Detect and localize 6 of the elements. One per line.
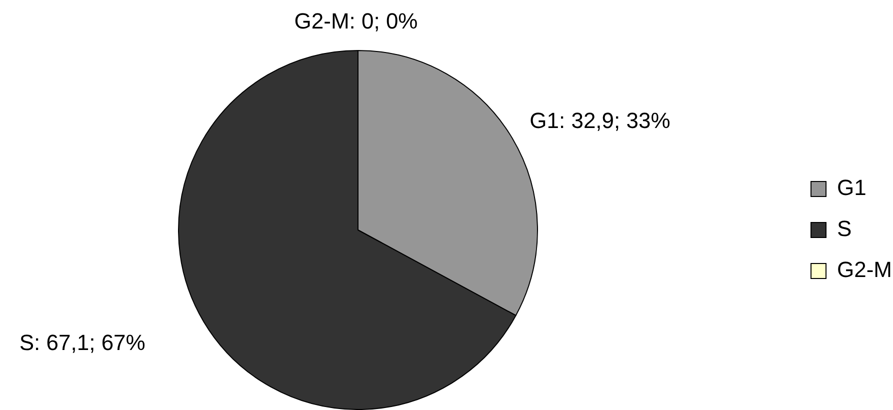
text: G2-M: 0; 0% — [294, 8, 418, 34]
data-label: S: 67,1; 67% — [19, 330, 146, 356]
legend-label: G1 — [837, 175, 866, 200]
legend-label: G2-M — [837, 257, 892, 282]
data-label: G1: 32,9; 33% — [530, 108, 670, 134]
legend-label: S — [837, 216, 852, 242]
